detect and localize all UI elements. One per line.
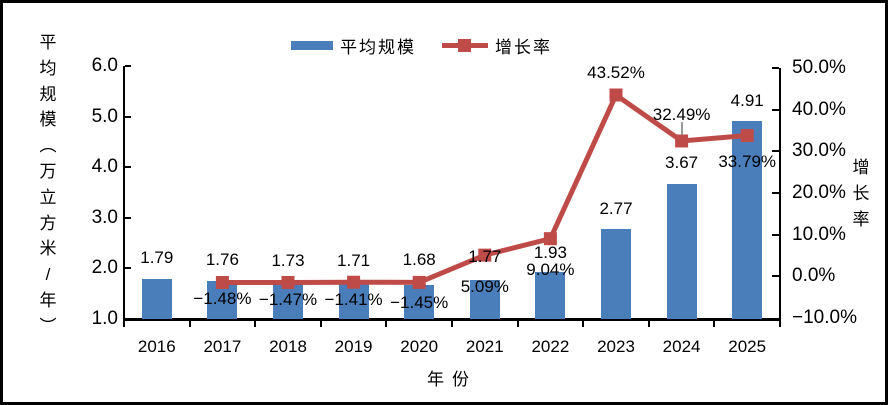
- y-axis-right-tick-label: 40.0%: [792, 98, 846, 120]
- bar-value-label: 2.77: [599, 199, 633, 219]
- legend: 平均规模 增长率: [291, 33, 552, 58]
- growth-rate-value-label: 43.52%: [587, 63, 645, 82]
- bar: [469, 280, 500, 319]
- bar-value-label: 4.91: [730, 91, 764, 111]
- x-axis-category-label: 2022: [531, 337, 570, 356]
- x-axis-category-label: 2020: [400, 337, 439, 356]
- y-axis-right-tick-label: −10.0%: [792, 307, 857, 328]
- line-swatch-marker: [458, 39, 471, 52]
- y-axis-left-tick-label: 3.0: [91, 206, 118, 228]
- y-axis-right-tick: [772, 108, 779, 111]
- x-axis-category-label: 2018: [269, 337, 307, 356]
- y-axis-left-tick-label: 6.0: [91, 55, 118, 76]
- x-axis-category-label: 2017: [203, 337, 242, 356]
- y-axis-left-tick-label: 2.0: [91, 257, 118, 279]
- x-axis-category-label: 2021: [465, 337, 504, 356]
- line-series-swatch-icon: [442, 39, 488, 52]
- x-axis-category-label: 2023: [597, 337, 635, 356]
- y-axis-left-tick: [125, 267, 131, 270]
- y-axis-left-tick: [125, 216, 131, 219]
- y-axis-left-tick: [125, 166, 131, 169]
- bar: [338, 283, 369, 319]
- x-axis-tick: [779, 321, 781, 327]
- data-label-leader-line: [680, 121, 683, 135]
- bar-value-label: 1.76: [205, 249, 239, 269]
- x-axis-tick: [385, 321, 388, 327]
- y-axis-right-tick: [772, 275, 779, 278]
- growth-rate-value-label: 33.79%: [718, 151, 777, 171]
- x-axis-category-label: 2024: [662, 337, 701, 356]
- y-axis-left-tick: [125, 115, 131, 118]
- y-axis-left-tick-label: 1.0: [91, 308, 118, 329]
- bar-value-label: 1.71: [337, 251, 371, 271]
- legend-label-average-scale: 平均规模: [340, 38, 416, 57]
- growth-rate-value-label: −1.45%: [390, 293, 449, 313]
- growth-rate-value-label: −1.47%: [258, 290, 318, 310]
- legend-item-growth-rate: 增长率: [442, 33, 552, 58]
- bar-value-label: 1.77: [468, 247, 502, 267]
- line-marker: [609, 88, 623, 102]
- plot-area: 6.0 5.0 4.0 3.0 2.0 1.0 50.0% 40.0% 30.0% 20.0% 10…: [3, 3, 885, 402]
- y-axis-right: [779, 68, 781, 318]
- growth-rate-value-label: −1.48%: [193, 288, 252, 308]
- growth-rate-value-label: 5.09%: [460, 277, 509, 297]
- bar-value-label: 1.73: [271, 251, 305, 271]
- bar: [601, 229, 631, 319]
- x-axis: [123, 318, 781, 321]
- x-axis-tick: [319, 321, 322, 327]
- bar: [404, 284, 435, 319]
- legend-label-growth-rate: 增长率: [495, 38, 552, 57]
- x-axis-tick: [647, 321, 650, 327]
- bar: [666, 183, 697, 319]
- y-axis-right-tick: [772, 192, 779, 194]
- y-axis-left-tick-label: 4.0: [91, 156, 118, 178]
- y-axis-right-tick-label: 10.0%: [792, 223, 846, 245]
- y-axis-right-tick-label: 0.0%: [792, 265, 836, 287]
- bar-value-label: 1.93: [533, 242, 567, 262]
- y-axis-right-tick: [772, 233, 779, 236]
- x-axis-tick: [123, 321, 125, 327]
- y-axis-right-tick-label: 50.0%: [792, 57, 846, 78]
- x-axis-tick: [451, 321, 453, 327]
- y-axis-left: [123, 66, 125, 319]
- y-axis-left-tick-label: 5.0: [91, 105, 118, 127]
- growth-rate-value-label: −1.41%: [324, 290, 383, 310]
- x-axis-tick: [254, 321, 257, 327]
- y-axis-right-tick-label: 20.0%: [792, 182, 846, 203]
- growth-rate-value-label: 9.04%: [526, 259, 575, 279]
- x-axis-category-label: 2019: [334, 337, 373, 356]
- bar-value-label: 3.67: [665, 152, 699, 172]
- bar-value-label: 1.79: [140, 248, 174, 268]
- y-axis-right-tick: [772, 150, 779, 153]
- line-marker: [675, 134, 689, 148]
- growth-rate-value-label: 32.49%: [652, 104, 711, 124]
- y-axis-right-tick: [772, 67, 779, 69]
- x-axis-tick: [516, 321, 519, 327]
- bar-series-swatch-icon: [291, 41, 333, 50]
- bar: [141, 279, 172, 319]
- x-axis-tick: [188, 321, 191, 327]
- x-axis-tick: [713, 321, 716, 327]
- y-axis-title-right: 增长率: [852, 158, 870, 229]
- y-axis-right-tick-label: 30.0%: [792, 140, 846, 162]
- bar-value-label: 1.68: [402, 249, 436, 269]
- x-axis-category-label: 2025: [728, 337, 767, 356]
- y-axis-left-tick: [125, 65, 131, 67]
- legend-item-average-scale: 平均规模: [291, 33, 416, 58]
- x-axis-title: 年份: [427, 370, 477, 389]
- x-axis-category-label: 2016: [137, 337, 176, 356]
- x-axis-tick: [582, 321, 585, 327]
- y-axis-title-left: 平均规模 ︵ 万立方米 / 年 ︶: [39, 33, 57, 336]
